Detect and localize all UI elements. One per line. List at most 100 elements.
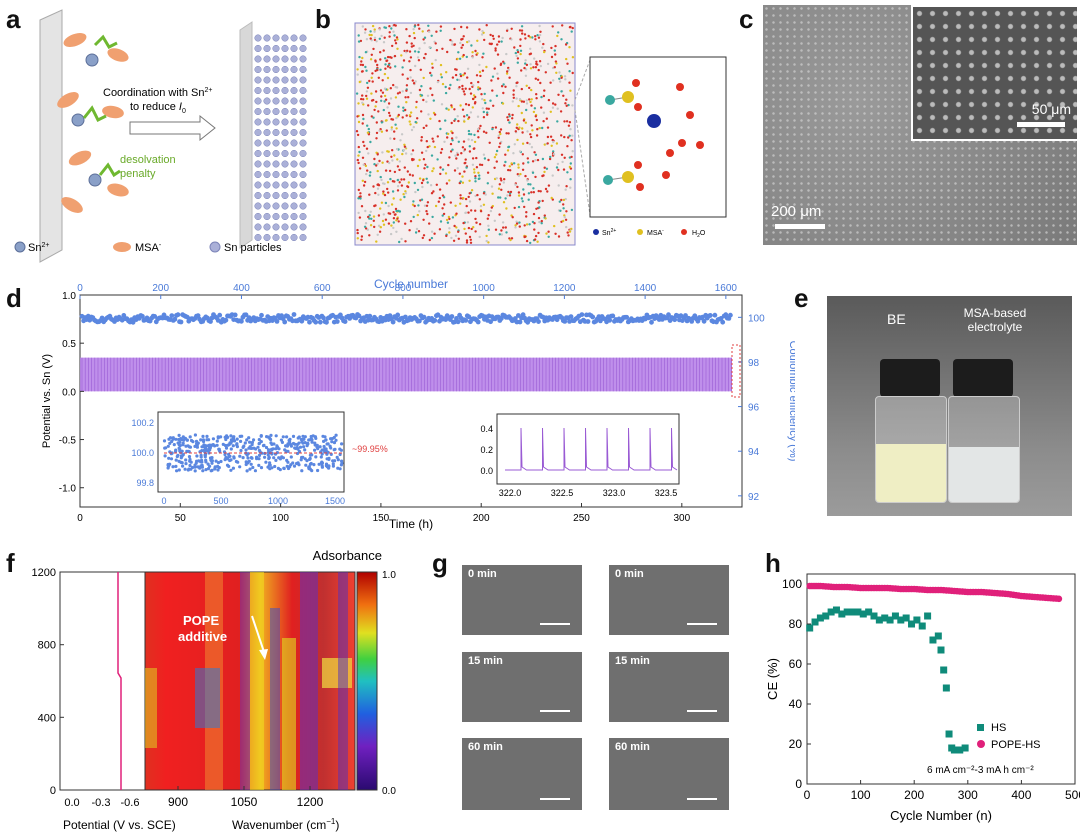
sn-particle: [272, 149, 280, 158]
inset-ce-point: [285, 435, 289, 439]
ce-point: [208, 319, 213, 324]
molecule-dot: [474, 194, 477, 198]
molecule-dot: [388, 31, 391, 34]
molecule-dot: [364, 222, 368, 225]
molecule-dot: [456, 78, 459, 81]
ce-point: [585, 319, 591, 324]
molecule-dot: [389, 66, 392, 69]
inset1-y-tick-label: 99.8: [136, 478, 154, 488]
molecule-dot: [429, 117, 432, 121]
molecule-dot: [403, 143, 406, 146]
molecule-dot: [368, 217, 371, 220]
inset-ce-point: [310, 440, 314, 444]
molecule-dot: [412, 82, 416, 85]
electrode-left: [39, 9, 63, 263]
molecule-dot: [397, 209, 400, 213]
molecule-dot: [481, 69, 485, 72]
y-tick-label: 60: [789, 657, 803, 671]
molecule-dot: [538, 126, 541, 130]
molecule-dot: [448, 231, 451, 234]
inset-ce-point: [201, 469, 205, 473]
molecule-dot: [478, 198, 481, 201]
sn-particle: [263, 139, 271, 147]
inset-ce-point: [324, 447, 328, 451]
molecule-dot: [525, 239, 529, 243]
molecule-dot: [404, 96, 407, 99]
liquid-right: [949, 447, 1019, 502]
inset-ce-point: [181, 464, 185, 468]
molecule-dot: [549, 110, 552, 114]
panel-b-simulation: Sn2+ MSA- H2O: [354, 22, 727, 246]
molecule-dot: [441, 47, 444, 50]
molecule-dot: [414, 120, 417, 124]
molecule-dot: [371, 72, 374, 75]
inset-ce-point: [307, 438, 311, 442]
molecule-dot: [422, 98, 425, 102]
molecule-dot: [504, 85, 507, 89]
molecule-dot: [517, 163, 520, 166]
molecule-dot: [565, 210, 568, 213]
molecule-dot: [428, 238, 431, 242]
molecule-dot: [450, 40, 454, 43]
molecule-dot: [390, 203, 394, 206]
molecule-dot: [461, 181, 465, 184]
inset-ce-point: [295, 461, 299, 466]
molecule-dot: [539, 190, 542, 193]
molecule-dot: [541, 126, 544, 130]
molecule-dot: [457, 51, 460, 54]
sn-particle: [272, 170, 280, 179]
inset-voltage: [496, 413, 680, 485]
molecule-dot: [395, 127, 398, 130]
ce-point: [140, 313, 145, 319]
inset-ce-point: [274, 458, 278, 462]
y-tick-label: -1.0: [59, 484, 77, 495]
inset-ce-point: [252, 438, 256, 442]
molecule-dot: [532, 66, 535, 69]
molecule-dot: [567, 124, 571, 127]
inset-ce-point: [178, 449, 182, 453]
molecule-dot: [541, 157, 545, 161]
molecule-dot: [407, 181, 410, 184]
molecule-dot: [457, 140, 460, 143]
molecule-dot: [550, 46, 553, 50]
molecule-dot: [490, 206, 493, 209]
sem-inset: 50 μm: [911, 5, 1077, 141]
molecule-dot: [432, 167, 435, 170]
molecule-dot: [410, 153, 413, 156]
molecule-dot: [462, 53, 465, 57]
sn-particle: [299, 139, 307, 147]
molecule-dot: [358, 216, 362, 219]
molecule-dot: [391, 159, 394, 162]
inset-ce-point: [334, 433, 338, 437]
molecule-dot: [470, 189, 474, 192]
inset-ce-point: [216, 464, 220, 468]
inset-ce-point: [301, 455, 305, 459]
inset-ce-point: [269, 437, 273, 442]
molecule-dot: [460, 152, 463, 155]
molecule-dot: [471, 157, 475, 160]
molecule-dot: [489, 33, 492, 37]
molecule-dot: [393, 137, 396, 140]
inset-ce-point: [313, 441, 317, 445]
molecule-dot: [417, 204, 420, 207]
molecule-dot: [394, 207, 398, 211]
inset2-y-tick-label: 0.4: [480, 424, 493, 434]
y-tick-label: 0: [50, 785, 56, 797]
molecule-dot: [429, 184, 433, 187]
molecule-dot: [373, 108, 376, 112]
molecule-dot: [507, 132, 510, 135]
hs-point: [902, 614, 910, 622]
molecule-dot: [476, 193, 479, 197]
inset-ce-point: [246, 456, 250, 460]
x-tick-label: 200: [473, 513, 490, 524]
molecule-dot: [521, 32, 524, 35]
molecule-dot: [390, 224, 393, 227]
molecule-dot: [470, 44, 473, 47]
molecule-dot: [362, 140, 365, 144]
molecule-dot: [422, 234, 426, 237]
molecule-dot: [465, 26, 469, 29]
inset-ce-point: [175, 454, 179, 459]
inset-ce-point: [177, 433, 181, 437]
molecule-dot: [425, 124, 428, 127]
inset-ce-point: [270, 451, 274, 455]
